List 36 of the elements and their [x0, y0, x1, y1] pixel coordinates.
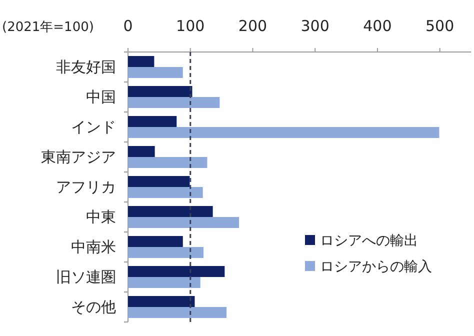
- bar: [128, 86, 192, 97]
- x-tick-label: 200: [238, 17, 268, 35]
- bar: [128, 206, 213, 217]
- bar: [128, 307, 227, 318]
- x-tick-label: 500: [426, 17, 454, 35]
- bar: [128, 217, 240, 228]
- bar: [128, 247, 204, 258]
- y-tick-label: 東南アジア: [41, 148, 116, 166]
- bar: [128, 116, 177, 127]
- x-tick-label: 300: [300, 17, 330, 35]
- bar: [128, 97, 220, 108]
- bar: [128, 236, 183, 247]
- y-tick-label: 旧ソ連圏: [56, 268, 116, 286]
- x-tick-label: 0: [123, 17, 133, 35]
- legend-label: ロシアへの輸出: [320, 233, 418, 249]
- bar: [128, 277, 200, 288]
- y-tick-label: その他: [71, 298, 116, 316]
- bar: [128, 176, 190, 187]
- y-tick-label: アフリカ: [56, 178, 116, 196]
- bar: [128, 127, 440, 138]
- y-tick-label: 非友好国: [56, 58, 116, 76]
- bar: [128, 157, 208, 168]
- bar: [128, 296, 195, 307]
- bar: [128, 187, 203, 198]
- bar: [128, 67, 183, 78]
- bar: [128, 146, 155, 157]
- bar: [128, 56, 154, 67]
- bar: [128, 266, 225, 277]
- x-axis-title: (2021年=100): [2, 20, 94, 35]
- y-tick-label: 中東: [86, 208, 116, 226]
- y-tick-label: 中国: [86, 88, 116, 106]
- x-tick-label: 100: [176, 17, 205, 35]
- legend-label: ロシアからの輸入: [320, 259, 432, 275]
- y-tick-label: インド: [71, 118, 116, 136]
- x-tick-label: 400: [363, 17, 392, 35]
- y-tick-label: 中南米: [71, 238, 116, 256]
